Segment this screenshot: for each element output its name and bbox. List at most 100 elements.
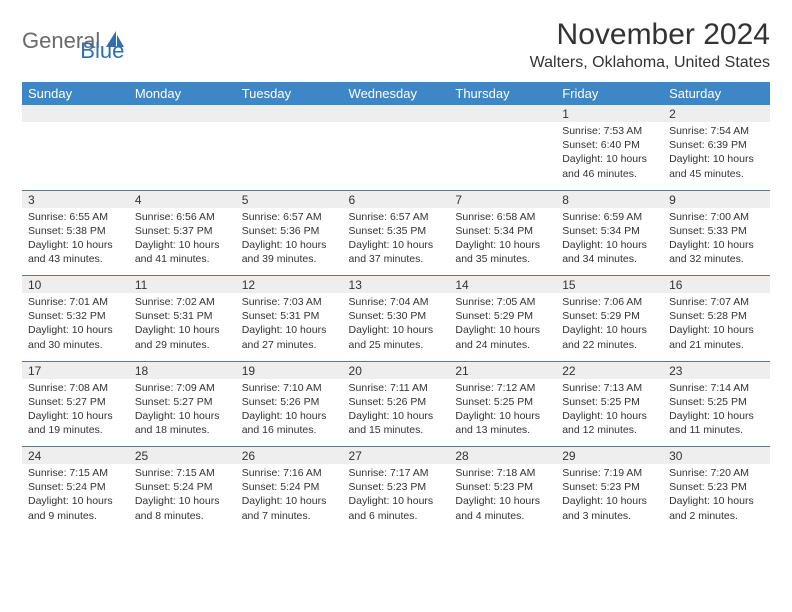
calendar-page: General Blue November 2024 Walters, Okla… [0, 0, 792, 547]
day-number: 28 [449, 447, 556, 465]
sunset-text: Sunset: 5:24 PM [28, 480, 123, 494]
day-cell [22, 122, 129, 190]
sunset-text: Sunset: 5:38 PM [28, 224, 123, 238]
daylight-text: Daylight: 10 hours and 39 minutes. [242, 238, 337, 266]
day-cell: Sunrise: 7:10 AMSunset: 5:26 PMDaylight:… [236, 379, 343, 447]
dow-thursday: Thursday [449, 82, 556, 105]
sunrise-text: Sunrise: 7:18 AM [455, 466, 550, 480]
day-number: 22 [556, 361, 663, 379]
daylight-text: Daylight: 10 hours and 45 minutes. [669, 152, 764, 180]
sunrise-text: Sunrise: 7:17 AM [349, 466, 444, 480]
sunset-text: Sunset: 5:25 PM [562, 395, 657, 409]
daylight-text: Daylight: 10 hours and 18 minutes. [135, 409, 230, 437]
daylight-text: Daylight: 10 hours and 21 minutes. [669, 323, 764, 351]
sunset-text: Sunset: 5:27 PM [135, 395, 230, 409]
day-cell [449, 122, 556, 190]
day-cell: Sunrise: 7:06 AMSunset: 5:29 PMDaylight:… [556, 293, 663, 361]
sunrise-text: Sunrise: 7:06 AM [562, 295, 657, 309]
sunrise-text: Sunrise: 7:14 AM [669, 381, 764, 395]
day-number: 6 [343, 190, 450, 208]
day-number: 8 [556, 190, 663, 208]
day-number [22, 105, 129, 122]
day-cell: Sunrise: 7:15 AMSunset: 5:24 PMDaylight:… [22, 464, 129, 529]
day-number: 24 [22, 447, 129, 465]
dow-friday: Friday [556, 82, 663, 105]
daylight-text: Daylight: 10 hours and 25 minutes. [349, 323, 444, 351]
sunset-text: Sunset: 5:34 PM [455, 224, 550, 238]
week-daynum-row: 12 [22, 105, 770, 122]
calendar-body: 12Sunrise: 7:53 AMSunset: 6:40 PMDayligh… [22, 105, 770, 529]
sunrise-text: Sunrise: 7:11 AM [349, 381, 444, 395]
day-number: 21 [449, 361, 556, 379]
daylight-text: Daylight: 10 hours and 7 minutes. [242, 494, 337, 522]
day-cell: Sunrise: 7:17 AMSunset: 5:23 PMDaylight:… [343, 464, 450, 529]
daylight-text: Daylight: 10 hours and 29 minutes. [135, 323, 230, 351]
sunrise-text: Sunrise: 7:05 AM [455, 295, 550, 309]
daylight-text: Daylight: 10 hours and 22 minutes. [562, 323, 657, 351]
day-number: 2 [663, 105, 770, 122]
daylight-text: Daylight: 10 hours and 41 minutes. [135, 238, 230, 266]
day-number [236, 105, 343, 122]
day-number: 18 [129, 361, 236, 379]
week-daynum-row: 3456789 [22, 190, 770, 208]
day-number: 27 [343, 447, 450, 465]
day-cell [236, 122, 343, 190]
daylight-text: Daylight: 10 hours and 34 minutes. [562, 238, 657, 266]
day-number: 20 [343, 361, 450, 379]
daylight-text: Daylight: 10 hours and 6 minutes. [349, 494, 444, 522]
location-label: Walters, Oklahoma, United States [530, 54, 770, 72]
logo-text-blue: Blue [80, 38, 124, 64]
daylight-text: Daylight: 10 hours and 19 minutes. [28, 409, 123, 437]
daylight-text: Daylight: 10 hours and 15 minutes. [349, 409, 444, 437]
day-cell: Sunrise: 7:08 AMSunset: 5:27 PMDaylight:… [22, 379, 129, 447]
daylight-text: Daylight: 10 hours and 43 minutes. [28, 238, 123, 266]
sunrise-text: Sunrise: 7:54 AM [669, 124, 764, 138]
day-cell: Sunrise: 7:16 AMSunset: 5:24 PMDaylight:… [236, 464, 343, 529]
week-daynum-row: 10111213141516 [22, 276, 770, 294]
day-cell [343, 122, 450, 190]
dow-saturday: Saturday [663, 82, 770, 105]
dow-sunday: Sunday [22, 82, 129, 105]
week-daynum-row: 24252627282930 [22, 447, 770, 465]
sunset-text: Sunset: 5:30 PM [349, 309, 444, 323]
day-number: 23 [663, 361, 770, 379]
day-number: 9 [663, 190, 770, 208]
day-number: 3 [22, 190, 129, 208]
sunrise-text: Sunrise: 6:57 AM [349, 210, 444, 224]
sunset-text: Sunset: 5:36 PM [242, 224, 337, 238]
daylight-text: Daylight: 10 hours and 13 minutes. [455, 409, 550, 437]
day-cell [129, 122, 236, 190]
week-content-row: Sunrise: 7:01 AMSunset: 5:32 PMDaylight:… [22, 293, 770, 361]
month-title: November 2024 [530, 18, 770, 52]
daylight-text: Daylight: 10 hours and 4 minutes. [455, 494, 550, 522]
day-number: 12 [236, 276, 343, 294]
sunrise-text: Sunrise: 7:15 AM [135, 466, 230, 480]
day-cell: Sunrise: 7:07 AMSunset: 5:28 PMDaylight:… [663, 293, 770, 361]
day-number: 1 [556, 105, 663, 122]
sunset-text: Sunset: 6:39 PM [669, 138, 764, 152]
sunrise-text: Sunrise: 7:07 AM [669, 295, 764, 309]
title-block: November 2024 Walters, Oklahoma, United … [530, 18, 770, 72]
sunrise-text: Sunrise: 6:57 AM [242, 210, 337, 224]
sunset-text: Sunset: 5:31 PM [242, 309, 337, 323]
day-number: 25 [129, 447, 236, 465]
sunset-text: Sunset: 5:37 PM [135, 224, 230, 238]
day-cell: Sunrise: 7:13 AMSunset: 5:25 PMDaylight:… [556, 379, 663, 447]
sunset-text: Sunset: 5:27 PM [28, 395, 123, 409]
sunrise-text: Sunrise: 6:56 AM [135, 210, 230, 224]
day-number: 16 [663, 276, 770, 294]
sunrise-text: Sunrise: 7:53 AM [562, 124, 657, 138]
sunrise-text: Sunrise: 7:00 AM [669, 210, 764, 224]
daylight-text: Daylight: 10 hours and 12 minutes. [562, 409, 657, 437]
week-content-row: Sunrise: 7:08 AMSunset: 5:27 PMDaylight:… [22, 379, 770, 447]
sunset-text: Sunset: 5:32 PM [28, 309, 123, 323]
sunrise-text: Sunrise: 6:59 AM [562, 210, 657, 224]
sunset-text: Sunset: 5:29 PM [455, 309, 550, 323]
sunset-text: Sunset: 5:28 PM [669, 309, 764, 323]
day-number [449, 105, 556, 122]
daylight-text: Daylight: 10 hours and 32 minutes. [669, 238, 764, 266]
sunrise-text: Sunrise: 7:12 AM [455, 381, 550, 395]
week-content-row: Sunrise: 7:53 AMSunset: 6:40 PMDaylight:… [22, 122, 770, 190]
calendar-table: Sunday Monday Tuesday Wednesday Thursday… [22, 82, 770, 529]
sunset-text: Sunset: 5:34 PM [562, 224, 657, 238]
